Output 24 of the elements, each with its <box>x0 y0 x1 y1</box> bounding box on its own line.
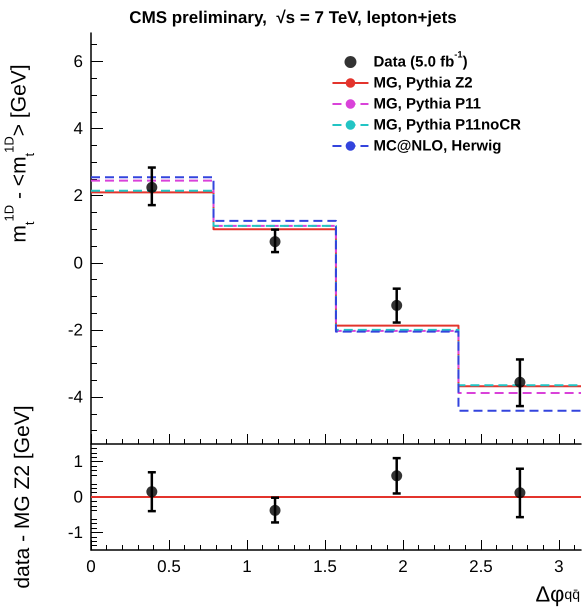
y-tick-label: 1 <box>74 452 83 472</box>
y-tick-label: 0 <box>74 253 83 272</box>
x-tick-label: 0 <box>86 557 96 576</box>
y-tick-label: -2 <box>68 320 83 340</box>
legend-label: MC@NLO, Herwig <box>373 138 502 154</box>
y-tick-label: 4 <box>74 119 83 138</box>
x-axis-title: Δφqq̄ <box>535 582 580 606</box>
y-tick-label: -4 <box>68 388 83 407</box>
x-tick-label: 3 <box>554 557 564 576</box>
x-tick-label: 2 <box>398 557 408 576</box>
y-tick-label: 0 <box>74 488 83 506</box>
x-tick-label: 2.5 <box>469 557 493 576</box>
y-tick-label: -1 <box>68 522 83 542</box>
y-axis-title: mt1D - <mt1D> [GeV] <box>1 64 37 243</box>
y-tick-label: 2 <box>74 186 83 206</box>
x-tick-label: 1.5 <box>313 557 337 576</box>
y-axis-title: data - MG Z2 [GeV] <box>11 405 34 589</box>
chart-title: CMS preliminary, √s = 7 TeV, lepton+jets <box>129 8 457 27</box>
legend-label: MG, Pythia P11 <box>373 96 482 112</box>
legend-label: MG, Pythia Z2 <box>373 74 473 92</box>
x-tick-label: 0.5 <box>157 557 181 576</box>
x-tick-label: 1 <box>242 557 252 576</box>
y-tick-label: 6 <box>74 52 83 72</box>
legend-label: MG, Pythia P11noCR <box>373 116 522 134</box>
